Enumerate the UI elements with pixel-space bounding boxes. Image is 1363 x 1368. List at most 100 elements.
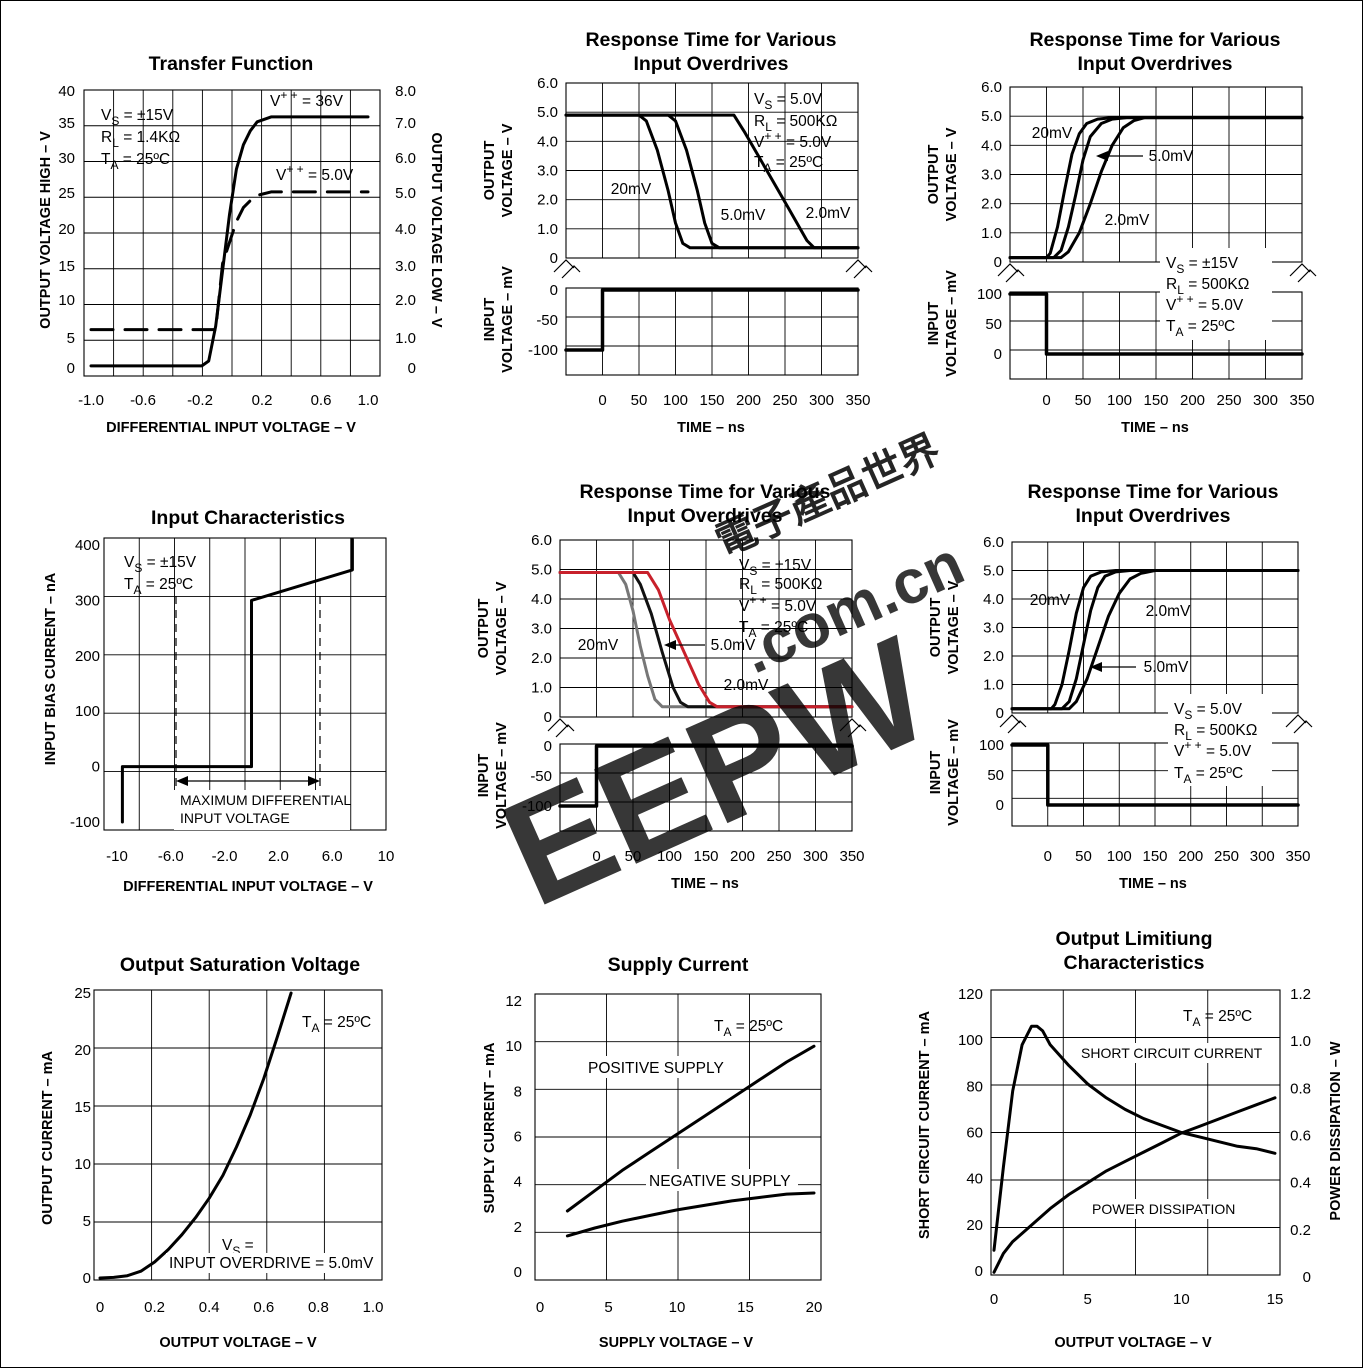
series-line-2-0mV	[564, 113, 860, 250]
annotation-vs: VS = ±15V	[101, 107, 174, 128]
x-tick-label: 0.6	[253, 1299, 274, 1316]
x-axis-label: DIFFERENTIAL INPUT VOLTAGE – V	[106, 420, 356, 436]
y-tick-label: 1.0	[531, 680, 552, 697]
x-axis-label: TIME – ns	[677, 420, 745, 436]
y-right-tick-label: 0.2	[1290, 1222, 1311, 1239]
y-tick-label: 60	[966, 1125, 983, 1142]
annotation-20mv: 20mV	[578, 637, 619, 654]
series-line-2-0mV	[558, 571, 854, 709]
input-step-line	[1008, 292, 1304, 356]
osv-grid-frame	[93, 989, 383, 1281]
chart-title: Input Overdrives	[634, 53, 789, 75]
chart-title: Input Characteristics	[151, 507, 345, 529]
chart-title: Input Overdrives	[1076, 505, 1231, 527]
y-axis-label: OUTPUT	[926, 145, 942, 205]
y-axis-label: SUPPLY CURRENT – mA	[482, 1042, 498, 1213]
y-tick-label: 100	[979, 737, 1004, 754]
chart-title: Transfer Function	[149, 53, 314, 75]
negative-supply-line	[565, 1191, 816, 1238]
annotation-vs: VS = ±15V	[1166, 255, 1239, 276]
y-axis-label: INPUT	[926, 302, 942, 346]
annotation-2mv: 2.0mV	[724, 677, 769, 694]
bias-current-line	[120, 538, 354, 824]
y-axis-label: INPUT BIAS CURRENT – nA	[43, 572, 59, 765]
annotation-rl: RL = 1.4KΩ	[101, 129, 180, 150]
annotation-36v: V+ + = 36V	[270, 88, 344, 110]
x-tick-label: 5	[604, 1299, 612, 1316]
input-step-line	[1010, 743, 1300, 807]
y-tick-label: 15	[58, 258, 75, 275]
y-tick-label: 80	[966, 1078, 983, 1095]
x-tick-label: 350	[845, 392, 870, 409]
annotation-box	[1160, 248, 1272, 340]
x-tick-label: 350	[1289, 392, 1314, 409]
y-tick-label: -100	[522, 798, 552, 815]
y-tick-label: 100	[977, 286, 1002, 303]
y-tick-label: 20	[58, 221, 75, 238]
annotation-20mv: 20mV	[1032, 125, 1073, 142]
y-tick-label: 5.0	[983, 563, 1004, 580]
short-circuit-current-line	[992, 1024, 1277, 1252]
annotation-inputvoltage: INPUT VOLTAGE	[180, 810, 290, 826]
y-tick-label: 6	[514, 1129, 522, 1146]
chart-supply-current: Supply Current 0 5 10 15 20 0 2 4 6 8 10 12 SUPPLY VO…	[482, 954, 822, 1351]
y-axis-label: VOLTAGE – mV	[494, 722, 510, 829]
y-right-tick-label: 0.8	[1290, 1080, 1311, 1097]
x-tick-label: 0	[990, 1291, 998, 1308]
x-tick-label: 0	[96, 1299, 104, 1316]
series-line-5-0mV	[564, 113, 860, 250]
y-tick-label: 3.0	[981, 167, 1002, 184]
annotation-vs: VS =	[222, 1237, 254, 1258]
y-axis-label: OUTPUT	[482, 141, 498, 201]
annotation-box	[585, 1056, 735, 1078]
annotation-vs: VS = ±15V	[124, 554, 197, 575]
y-tick-label: 2.0	[981, 196, 1002, 213]
y-tick-label: 5.0	[537, 104, 558, 121]
y-tick-label: 120	[958, 986, 983, 1003]
y-tick-label: 0	[994, 346, 1002, 363]
y-axis-label: INPUT	[482, 298, 498, 342]
x-tick-label: 200	[1178, 848, 1203, 865]
y-tick-label: 0	[514, 1264, 522, 1281]
y-right-tick-label: 3.0	[395, 258, 416, 275]
annotation-5mv: 5.0mV	[1149, 148, 1194, 165]
x-tick-label: 50	[625, 848, 642, 865]
x-axis-label: DIFFERENTIAL INPUT VOLTAGE – V	[123, 879, 373, 895]
series-line-20mV	[1010, 569, 1300, 711]
x-tick-label: 250	[1216, 392, 1241, 409]
y-axis-label: INPUT	[928, 751, 944, 795]
x-tick-label: -10	[106, 848, 128, 865]
y-axis-label: INPUT	[476, 754, 492, 798]
axis-break-mark	[999, 714, 1027, 734]
x-tick-label: 200	[730, 848, 755, 865]
chart-title: Input Overdrives	[1078, 53, 1233, 75]
y-tick-label: 0	[544, 709, 552, 726]
y-tick-label: -100	[70, 814, 100, 831]
x-tick-label: -6.0	[158, 848, 184, 865]
y-axis-label: VOLTAGE – V	[494, 581, 510, 675]
y-tick-label: 25	[58, 185, 75, 202]
y-tick-label: 4.0	[981, 137, 1002, 154]
x-tick-label: 0.2	[252, 392, 273, 409]
x-tick-label: 10	[1173, 1291, 1190, 1308]
x-tick-label: 5	[1083, 1291, 1091, 1308]
x-tick-label: 0.4	[199, 1299, 220, 1316]
y-axis-label: VOLTAGE – V	[500, 123, 516, 217]
annotation-ta: TA = 25ºC	[1174, 765, 1243, 786]
y-tick-label: 50	[985, 316, 1002, 333]
y-right-axis-label: POWER DISSIPATION – W	[1328, 1041, 1344, 1220]
y-tick-label: 2.0	[537, 192, 558, 209]
chart-transfer-function: Transfer Function -1.0 -0.6 -0.2 0.2 0.6 1.0 0 5…	[38, 53, 444, 436]
axis-break-mark	[1285, 714, 1313, 734]
x-tick-label: 350	[1285, 848, 1310, 865]
y-right-tick-label: 2.0	[395, 292, 416, 309]
annotation-ta: TA = 25ºC	[302, 1014, 371, 1035]
y-tick-label: 5.0	[531, 562, 552, 579]
chart-title: Output Saturation Voltage	[120, 954, 360, 976]
x-tick-label: 250	[766, 848, 791, 865]
annotation-20mv: 20mV	[1030, 592, 1071, 609]
x-tick-label: 6.0	[322, 848, 343, 865]
